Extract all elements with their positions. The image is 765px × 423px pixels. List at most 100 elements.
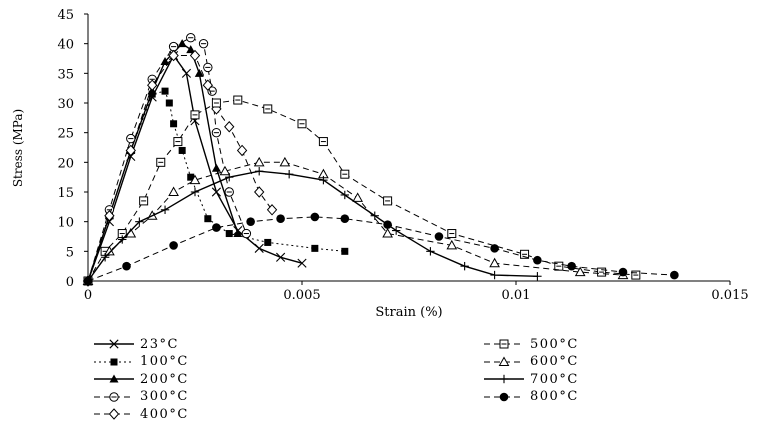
data-point (186, 33, 196, 43)
data-point (279, 156, 291, 167)
data-point (391, 226, 401, 235)
data-point (446, 239, 458, 250)
legend-item: 100°C (92, 353, 189, 371)
data-point (186, 45, 196, 54)
data-point (533, 255, 542, 265)
data-point (168, 41, 179, 52)
data-point (233, 95, 243, 105)
data-point (490, 244, 499, 253)
data-point (489, 257, 500, 268)
data-point (224, 120, 235, 133)
legend-item: 300°C (92, 388, 189, 406)
data-point (340, 169, 350, 179)
legend-label: 500°C (530, 336, 579, 352)
data-point (161, 87, 169, 95)
x-tick-label: 0.01 (502, 288, 531, 303)
data-point (181, 68, 192, 78)
data-point (207, 86, 217, 96)
data-point (211, 98, 221, 108)
legend-marker (110, 358, 118, 365)
data-point (198, 38, 209, 49)
legend-symbol (94, 358, 134, 365)
series-500C (83, 95, 641, 286)
data-point (284, 170, 294, 179)
data-point (297, 119, 307, 129)
data-point (225, 230, 233, 238)
x-tick-label: 0.015 (711, 288, 748, 303)
data-point (490, 270, 499, 280)
data-point (254, 186, 265, 198)
data-point (189, 174, 201, 185)
legend-symbol (94, 339, 134, 349)
y-tick-label: 25 (57, 127, 74, 142)
y-tick-label: 15 (57, 186, 74, 201)
legend-marker (499, 374, 509, 384)
data-point (319, 175, 328, 185)
data-point (631, 270, 641, 280)
data-point (233, 229, 243, 238)
data-point (212, 223, 221, 232)
legend-item: 800°C (482, 388, 579, 406)
data-point (340, 190, 349, 200)
data-point (194, 68, 204, 77)
data-point (383, 196, 393, 206)
data-point (253, 156, 265, 167)
data-point (533, 272, 542, 281)
data-point (190, 110, 200, 120)
data-point (460, 261, 469, 271)
data-point (118, 235, 127, 244)
data-point (246, 217, 255, 226)
legend-label: 800°C (530, 389, 579, 404)
data-point (211, 127, 222, 138)
legend-label: 700°C (530, 371, 579, 387)
data-point (219, 165, 231, 176)
series-line (87, 170, 538, 282)
data-point (83, 276, 93, 286)
data-point (236, 144, 248, 157)
data-point (178, 146, 186, 154)
legend-item: 700°C (482, 370, 579, 388)
data-point (165, 99, 173, 107)
legend-symbol (484, 392, 524, 401)
data-point (670, 270, 679, 280)
y-axis-label: Stress (MPa) (11, 109, 25, 187)
data-point (263, 104, 273, 114)
data-point (211, 187, 221, 197)
legend-symbol (94, 408, 134, 420)
data-point (173, 137, 183, 147)
data-point (170, 120, 178, 128)
legend-symbol (94, 374, 134, 383)
legend-marker (499, 392, 509, 401)
data-point (139, 196, 149, 206)
y-tick-label: 45 (57, 8, 74, 23)
legend-label: 400°C (140, 406, 189, 422)
data-point (147, 79, 158, 91)
y-tick-label: 30 (57, 97, 74, 112)
legend-symbol (94, 391, 134, 402)
data-point (241, 228, 252, 239)
legend-marker (498, 355, 510, 366)
data-point (318, 137, 328, 147)
data-point (597, 267, 607, 277)
data-point (187, 173, 195, 181)
series-23C (83, 50, 307, 286)
data-point (426, 247, 435, 256)
data-point (520, 249, 530, 259)
legend-label: 200°C (140, 371, 189, 387)
data-point (156, 157, 166, 167)
series-line (87, 161, 624, 282)
legend-label: 100°C (140, 354, 189, 369)
data-point (204, 215, 212, 223)
x-tick-label: 0.005 (283, 288, 320, 303)
x-tick-label: 0 (84, 288, 92, 303)
y-tick-label: 35 (57, 67, 74, 82)
series-400C (82, 49, 278, 287)
legend-marker (109, 374, 119, 383)
y-tick-label: 5 (66, 245, 74, 260)
data-point (190, 187, 200, 197)
data-point (168, 49, 179, 62)
data-point (177, 39, 187, 48)
data-point (276, 214, 285, 223)
legend-item: 23°C (92, 335, 179, 353)
